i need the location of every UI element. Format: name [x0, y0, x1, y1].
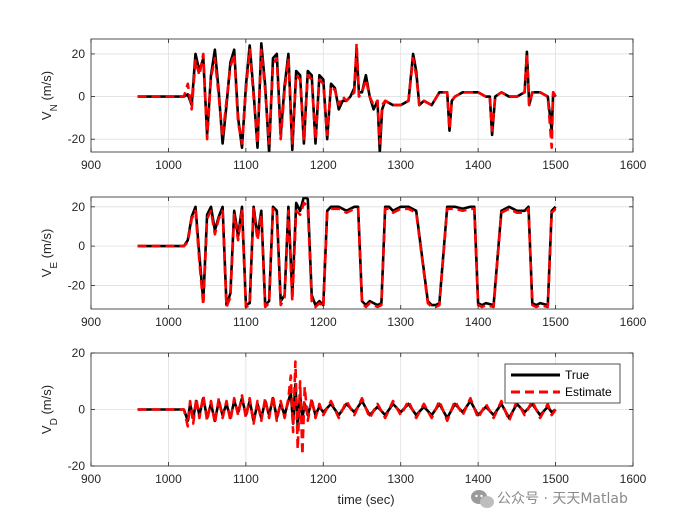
x-tick-label-vn: 1400 [465, 158, 492, 172]
y-axis-label-ve: VE (m/s) [39, 229, 60, 278]
x-tick-label-ve: 1400 [465, 315, 492, 329]
x-tick-label-vd: 1200 [310, 472, 337, 486]
y-label-main-vn: V [39, 111, 54, 120]
y-tick-label-ve: -20 [68, 278, 86, 292]
ticks-vd: 900 1000 1100 1200 1300 1400 1500 1600 -20 0 20 [68, 346, 647, 486]
series-true-line-ve [137, 197, 557, 307]
series-estimate-line-vn [137, 41, 557, 149]
x-tick-label-vn: 1100 [233, 158, 259, 172]
x-tick-label-ve: 1300 [387, 315, 414, 329]
y-tick-label-vn: 0 [78, 90, 85, 104]
ticks-ve: 900 1000 1100 1200 1300 1400 1500 1600 -20 0 20 [68, 197, 647, 329]
panel-vn: 900 1000 1100 1200 1300 1400 1500 1600 -20 0 20 VN… [39, 38, 647, 172]
axes-frame-vn [90, 38, 634, 153]
y-label-unit-vd: (m/s) [39, 385, 54, 418]
watermark-text: 公众号 · 天天Matlab [497, 491, 628, 507]
legend-label-true: True [565, 368, 590, 382]
legend-box [504, 363, 621, 404]
series-group-vn [137, 41, 557, 152]
panel-vd: 900 1000 1100 1200 1300 1400 1500 1600 -20 0 20 VD… [39, 346, 647, 507]
series-estimate-line-ve [137, 201, 557, 309]
series-group-vd [137, 360, 557, 457]
x-tick-label-vn: 1300 [387, 158, 414, 172]
y-label-main-vd: V [39, 425, 54, 434]
y-axis-label-vd: VD (m/s) [39, 385, 60, 434]
x-tick-label-vn: 1500 [542, 158, 569, 172]
y-tick-label-vd: -20 [68, 459, 86, 473]
x-tick-label-vd: 1600 [620, 472, 647, 486]
series-group-ve [137, 197, 557, 309]
x-tick-label-vn: 1600 [620, 158, 647, 172]
x-tick-label-vn: 1000 [155, 158, 182, 172]
x-tick-label-ve: 1500 [542, 315, 569, 329]
y-tick-label-ve: 0 [78, 239, 85, 253]
y-tick-label-vd: 0 [78, 403, 85, 417]
x-tick-label-ve: 1000 [155, 315, 182, 329]
y-tick-label-ve: 20 [72, 200, 86, 214]
y-label-sub-vn: N [49, 104, 60, 111]
x-axis-label: time (sec) [337, 492, 394, 507]
x-tick-label-vd: 900 [81, 472, 101, 486]
y-label-sub-ve: E [49, 262, 60, 269]
y-label-unit-vn: (m/s) [39, 71, 54, 104]
x-tick-label-ve: 1100 [233, 315, 259, 329]
x-tick-label-vd: 1300 [387, 472, 414, 486]
y-label-main-ve: V [39, 268, 54, 277]
x-tick-label-ve: 1600 [620, 315, 647, 329]
legend-label-estimate: Estimate [565, 385, 612, 399]
x-tick-label-vd: 1500 [542, 472, 569, 486]
y-label-unit-ve: (m/s) [39, 229, 54, 262]
x-tick-label-vn: 900 [81, 158, 101, 172]
x-tick-label-ve: 1200 [310, 315, 337, 329]
wechat-icon [471, 490, 494, 508]
y-tick-label-vd: 20 [72, 346, 86, 360]
y-label-sub-vd: D [49, 418, 60, 425]
series-estimate-line-vd [137, 360, 557, 457]
axes-frame-ve [90, 196, 634, 310]
legend: True Estimate [504, 363, 621, 404]
y-tick-label-vn: 20 [72, 47, 86, 61]
x-tick-label-vn: 1200 [310, 158, 337, 172]
x-tick-label-vd: 1000 [155, 472, 182, 486]
x-tick-label-vd: 1100 [233, 472, 259, 486]
y-tick-label-vn: -20 [68, 132, 86, 146]
panel-ve: 900 1000 1100 1200 1300 1400 1500 1600 -20 0 20 VE… [39, 196, 647, 329]
watermark: 公众号 · 天天Matlab [471, 490, 628, 508]
x-tick-label-ve: 900 [81, 315, 101, 329]
ticks-vn: 900 1000 1100 1200 1300 1400 1500 1600 -20 0 20 [68, 39, 647, 172]
y-axis-label-vn: VN (m/s) [39, 71, 60, 120]
x-tick-label-vd: 1400 [465, 472, 492, 486]
